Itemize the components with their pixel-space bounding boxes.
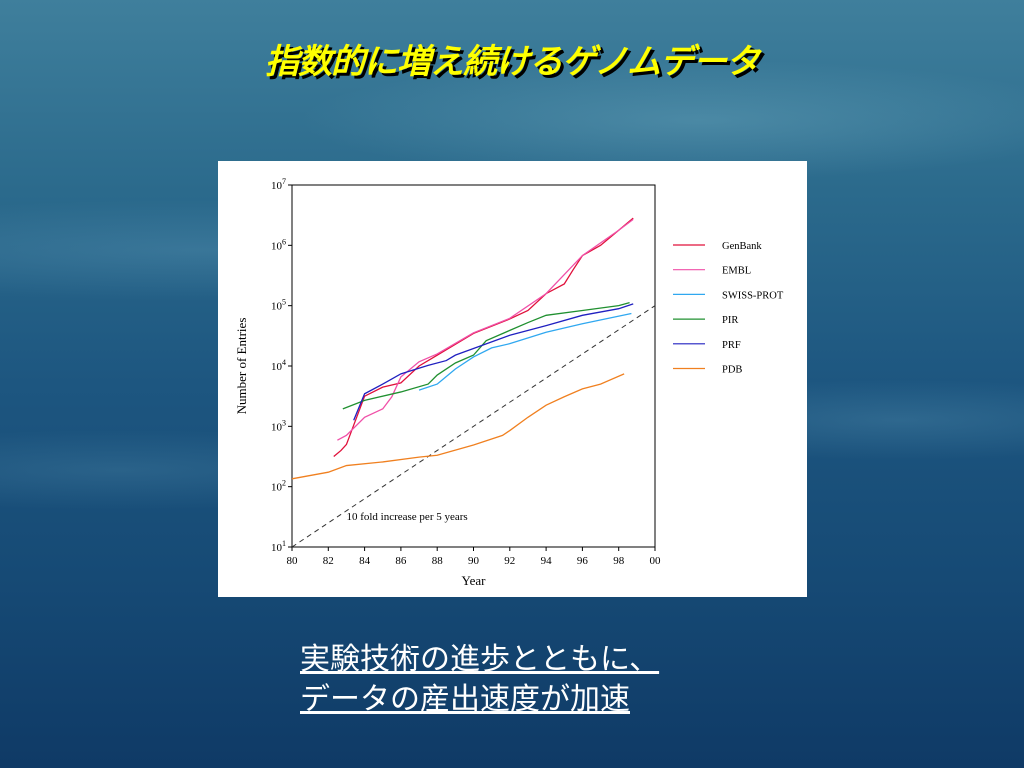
series-line-swiss-prot <box>418 312 632 391</box>
chart-panel: 80 82 84 86 88 90 92 94 96 98 00 101 102 103 104 105 106… <box>218 161 807 597</box>
x-axis-label: Year <box>462 573 487 588</box>
x-tick-label: 00 <box>650 555 662 567</box>
x-tick-label: 88 <box>432 555 444 567</box>
genome-growth-chart: 80 82 84 86 88 90 92 94 96 98 00 101 102 103 104 105 106… <box>234 177 784 588</box>
y-tick-label: 107 <box>271 177 286 192</box>
series-line-pir <box>342 302 630 410</box>
y-tick-label: 104 <box>271 358 286 373</box>
reference-line-label: 10 fold increase per 5 years <box>346 511 467 523</box>
x-tick-label: 86 <box>395 555 407 567</box>
y-axis-label: Number of Entries <box>234 318 249 415</box>
x-tick-label: 96 <box>577 555 589 567</box>
legend-label-prf: PRF <box>722 340 741 351</box>
y-tick-label: 101 <box>271 539 286 554</box>
series-line-embl <box>337 218 634 441</box>
x-tick-label: 98 <box>613 555 625 567</box>
series-line-pdb <box>291 373 625 480</box>
x-tick-label: 94 <box>541 555 553 567</box>
y-tick-label: 105 <box>271 298 286 313</box>
x-tick-label: 80 <box>287 555 299 567</box>
x-tick-label: 82 <box>323 555 334 567</box>
x-tick-label: 90 <box>468 555 480 567</box>
x-tick-label: 84 <box>359 555 371 567</box>
y-tick-label: 103 <box>271 418 286 433</box>
slide-title: 指数的に増え続けるゲノムデータ <box>265 42 760 82</box>
legend-label-swiss-prot: SWISS-PROT <box>722 290 784 301</box>
legend-label-genbank: GenBank <box>722 241 762 252</box>
series-line-genbank <box>333 217 634 457</box>
x-tick-label: 92 <box>504 555 515 567</box>
legend-label-embl: EMBL <box>722 266 751 277</box>
y-tick-label: 106 <box>271 237 286 252</box>
slide-caption: 実験技術の進歩とともに、 データの産出速度が加速 <box>300 640 659 720</box>
series-line-prf <box>353 303 634 421</box>
legend-label-pir: PIR <box>722 315 738 326</box>
y-tick-label: 102 <box>271 479 286 494</box>
caption-line-1: 実験技術の進歩とともに、 <box>300 642 660 677</box>
caption-line-2: データの産出速度が加速 <box>300 682 630 717</box>
reference-line <box>291 305 656 548</box>
plot-frame <box>291 184 656 548</box>
legend-label-pdb: PDB <box>722 365 742 376</box>
